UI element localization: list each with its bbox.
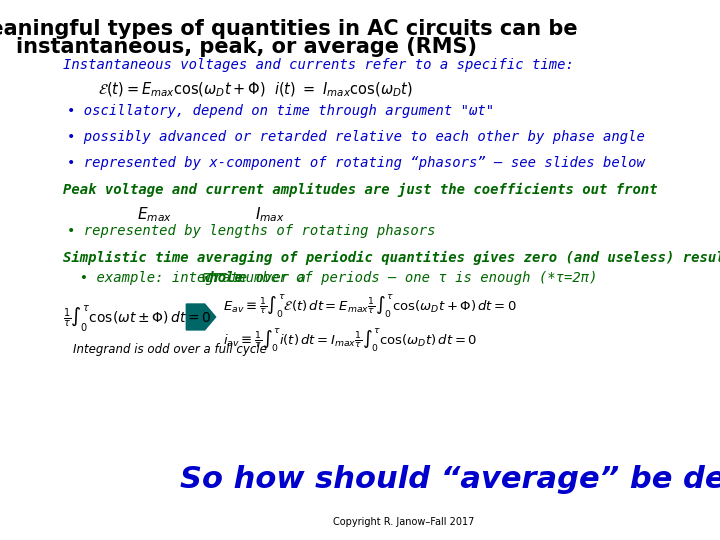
Text: $I_{max}$: $I_{max}$ (255, 205, 284, 224)
Text: whole: whole (202, 271, 243, 285)
Text: • oscillatory, depend on time through argument "ωt": • oscillatory, depend on time through ar… (67, 104, 494, 118)
Text: • represented by x-component of rotating “phasors” – see slides below: • represented by x-component of rotating… (67, 156, 645, 170)
FancyArrow shape (186, 304, 216, 330)
Text: $\frac{1}{\tau}\int_0^{\tau}\cos(\omega t \pm \Phi)\,dt = 0$: $\frac{1}{\tau}\int_0^{\tau}\cos(\omega … (63, 303, 212, 334)
Text: $E_{max}$: $E_{max}$ (138, 205, 172, 224)
Text: The meaningful types of quantities in AC circuits can be: The meaningful types of quantities in AC… (0, 19, 577, 39)
Text: Copyright R. Janow–Fall 2017: Copyright R. Janow–Fall 2017 (333, 517, 474, 528)
Text: • represented by lengths of rotating phasors: • represented by lengths of rotating pha… (67, 224, 436, 238)
Text: Peak voltage and current amplitudes are just the coefficients out front: Peak voltage and current amplitudes are … (63, 183, 657, 197)
Text: $E_{av} \equiv \frac{1}{\tau}\int_0^{\tau}\mathcal{E}(t)\,dt = E_{max}\frac{1}{\: $E_{av} \equiv \frac{1}{\tau}\int_0^{\ta… (223, 293, 517, 320)
Text: • example: integrate over a: • example: integrate over a (63, 271, 315, 285)
Text: $i_{av} \equiv \frac{1}{\tau}\int_0^{\tau}i(t)\,dt = I_{max}\frac{1}{\tau}\int_0: $i_{av} \equiv \frac{1}{\tau}\int_0^{\ta… (223, 327, 478, 354)
Text: Instantaneous voltages and currents refer to a specific time:: Instantaneous voltages and currents refe… (63, 58, 574, 72)
Text: Simplistic time averaging of periodic quantities gives zero (and useless) result: Simplistic time averaging of periodic qu… (63, 251, 720, 265)
Text: $i(t)\ =\ I_{max}\cos(\omega_D t)$: $i(t)\ =\ I_{max}\cos(\omega_D t)$ (274, 81, 413, 99)
Text: number of periods – one τ is enough (*τ=2π): number of periods – one τ is enough (*τ=… (229, 271, 598, 285)
Text: So how should “average” be defined?: So how should “average” be defined? (181, 465, 720, 495)
Text: instantaneous, peak, or average (RMS): instantaneous, peak, or average (RMS) (17, 37, 477, 57)
Text: Integrand is odd over a full cycle: Integrand is odd over a full cycle (73, 343, 266, 356)
Text: $\mathcal{E}(t) = E_{max}\cos(\omega_D t + \Phi)$: $\mathcal{E}(t) = E_{max}\cos(\omega_D t… (98, 81, 266, 99)
Text: • possibly advanced or retarded relative to each other by phase angle: • possibly advanced or retarded relative… (67, 130, 645, 144)
